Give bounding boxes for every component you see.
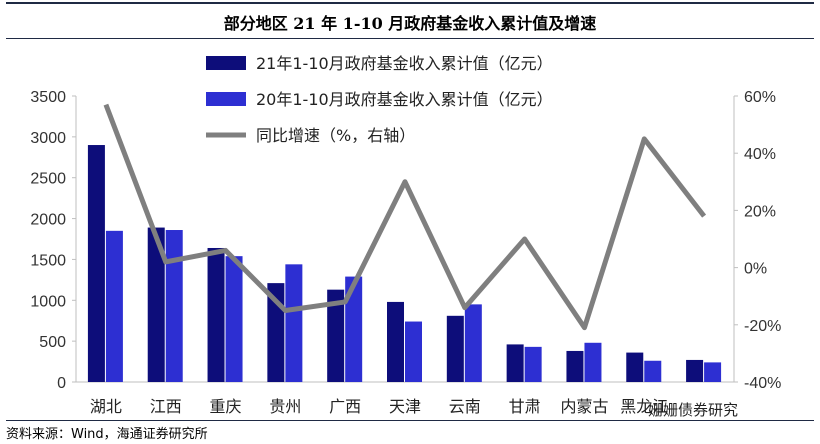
bar-20 bbox=[524, 346, 542, 382]
y-right-tick-label: 40% bbox=[744, 146, 776, 163]
x-tick-label: 甘肃 bbox=[509, 397, 541, 416]
y-left-tick-label: 2500 bbox=[30, 171, 66, 188]
x-tick-label: 黑龙江 bbox=[620, 397, 668, 416]
bar-21 bbox=[626, 352, 644, 382]
source-note: 资料来源：Wind，海通证券研究所 bbox=[6, 427, 208, 442]
growth-line bbox=[103, 103, 707, 331]
bar-21 bbox=[327, 289, 345, 382]
bar-21 bbox=[446, 315, 464, 382]
y-left-tick-label: 3500 bbox=[30, 89, 66, 106]
bar-20 bbox=[345, 276, 363, 382]
y-left-tick-label: 2000 bbox=[30, 212, 66, 229]
y-right-tick-label: -20% bbox=[744, 318, 781, 335]
bar-20 bbox=[165, 230, 183, 382]
y-left-tick-label: 3000 bbox=[30, 130, 66, 147]
bar-20 bbox=[584, 342, 602, 382]
y-left-tick-label: 500 bbox=[39, 334, 66, 351]
x-tick-label: 云南 bbox=[449, 397, 481, 416]
bar-21 bbox=[387, 301, 404, 382]
x-tick-label: 内蒙古 bbox=[560, 397, 608, 416]
bar-20 bbox=[464, 304, 482, 382]
chart-title: 部分地区 21 年 1-10 月政府基金收入累计值及增速 bbox=[223, 14, 597, 33]
bar-20 bbox=[225, 256, 243, 382]
bar-21 bbox=[147, 227, 165, 382]
y-right-tick-label: 0% bbox=[744, 261, 767, 278]
bar-20 bbox=[105, 230, 123, 382]
legend-label: 20年1-10月政府基金收入累计值（亿元） bbox=[256, 90, 553, 109]
bar-21 bbox=[566, 350, 584, 382]
y-right-tick-label: 60% bbox=[744, 89, 776, 106]
bar-21 bbox=[506, 344, 524, 382]
y-left-tick-label: 1000 bbox=[30, 293, 66, 310]
bar-20 bbox=[704, 362, 722, 382]
title-bar: 部分地区 21 年 1-10 月政府基金收入累计值及增速 bbox=[6, 2, 814, 39]
bar-20 bbox=[405, 321, 422, 382]
y-left-tick-label: 1500 bbox=[30, 252, 66, 269]
y-right-tick-label: 20% bbox=[744, 203, 776, 220]
legend-label: 21年1-10月政府基金收入累计值（亿元） bbox=[256, 54, 553, 73]
bar-21 bbox=[686, 359, 704, 382]
y-left-tick-label: 0 bbox=[57, 375, 66, 392]
legend-label: 同比增速（%，右轴） bbox=[256, 126, 415, 145]
x-tick-label: 江西 bbox=[150, 397, 182, 416]
x-tick-label: 天津 bbox=[389, 397, 421, 416]
x-tick-label: 重庆 bbox=[210, 397, 242, 416]
x-tick-label: 贵州 bbox=[269, 397, 301, 416]
x-tick-label: 湖北 bbox=[90, 397, 122, 416]
bar-20 bbox=[285, 264, 303, 382]
watermark: 姗姗债券研究 bbox=[648, 401, 739, 419]
bottom-rule bbox=[6, 420, 814, 421]
chart: 0 500 1000 1500 2000 2500 3000 3500 -40% -20% 0% 20… bbox=[30, 54, 781, 416]
bar-21 bbox=[207, 247, 225, 382]
legend-swatch bbox=[206, 56, 246, 70]
bar-21 bbox=[87, 145, 105, 382]
y-right-tick-label: -40% bbox=[744, 375, 781, 392]
bar-20 bbox=[644, 360, 662, 382]
x-tick-label: 广西 bbox=[329, 397, 361, 416]
legend-swatch bbox=[206, 92, 246, 106]
